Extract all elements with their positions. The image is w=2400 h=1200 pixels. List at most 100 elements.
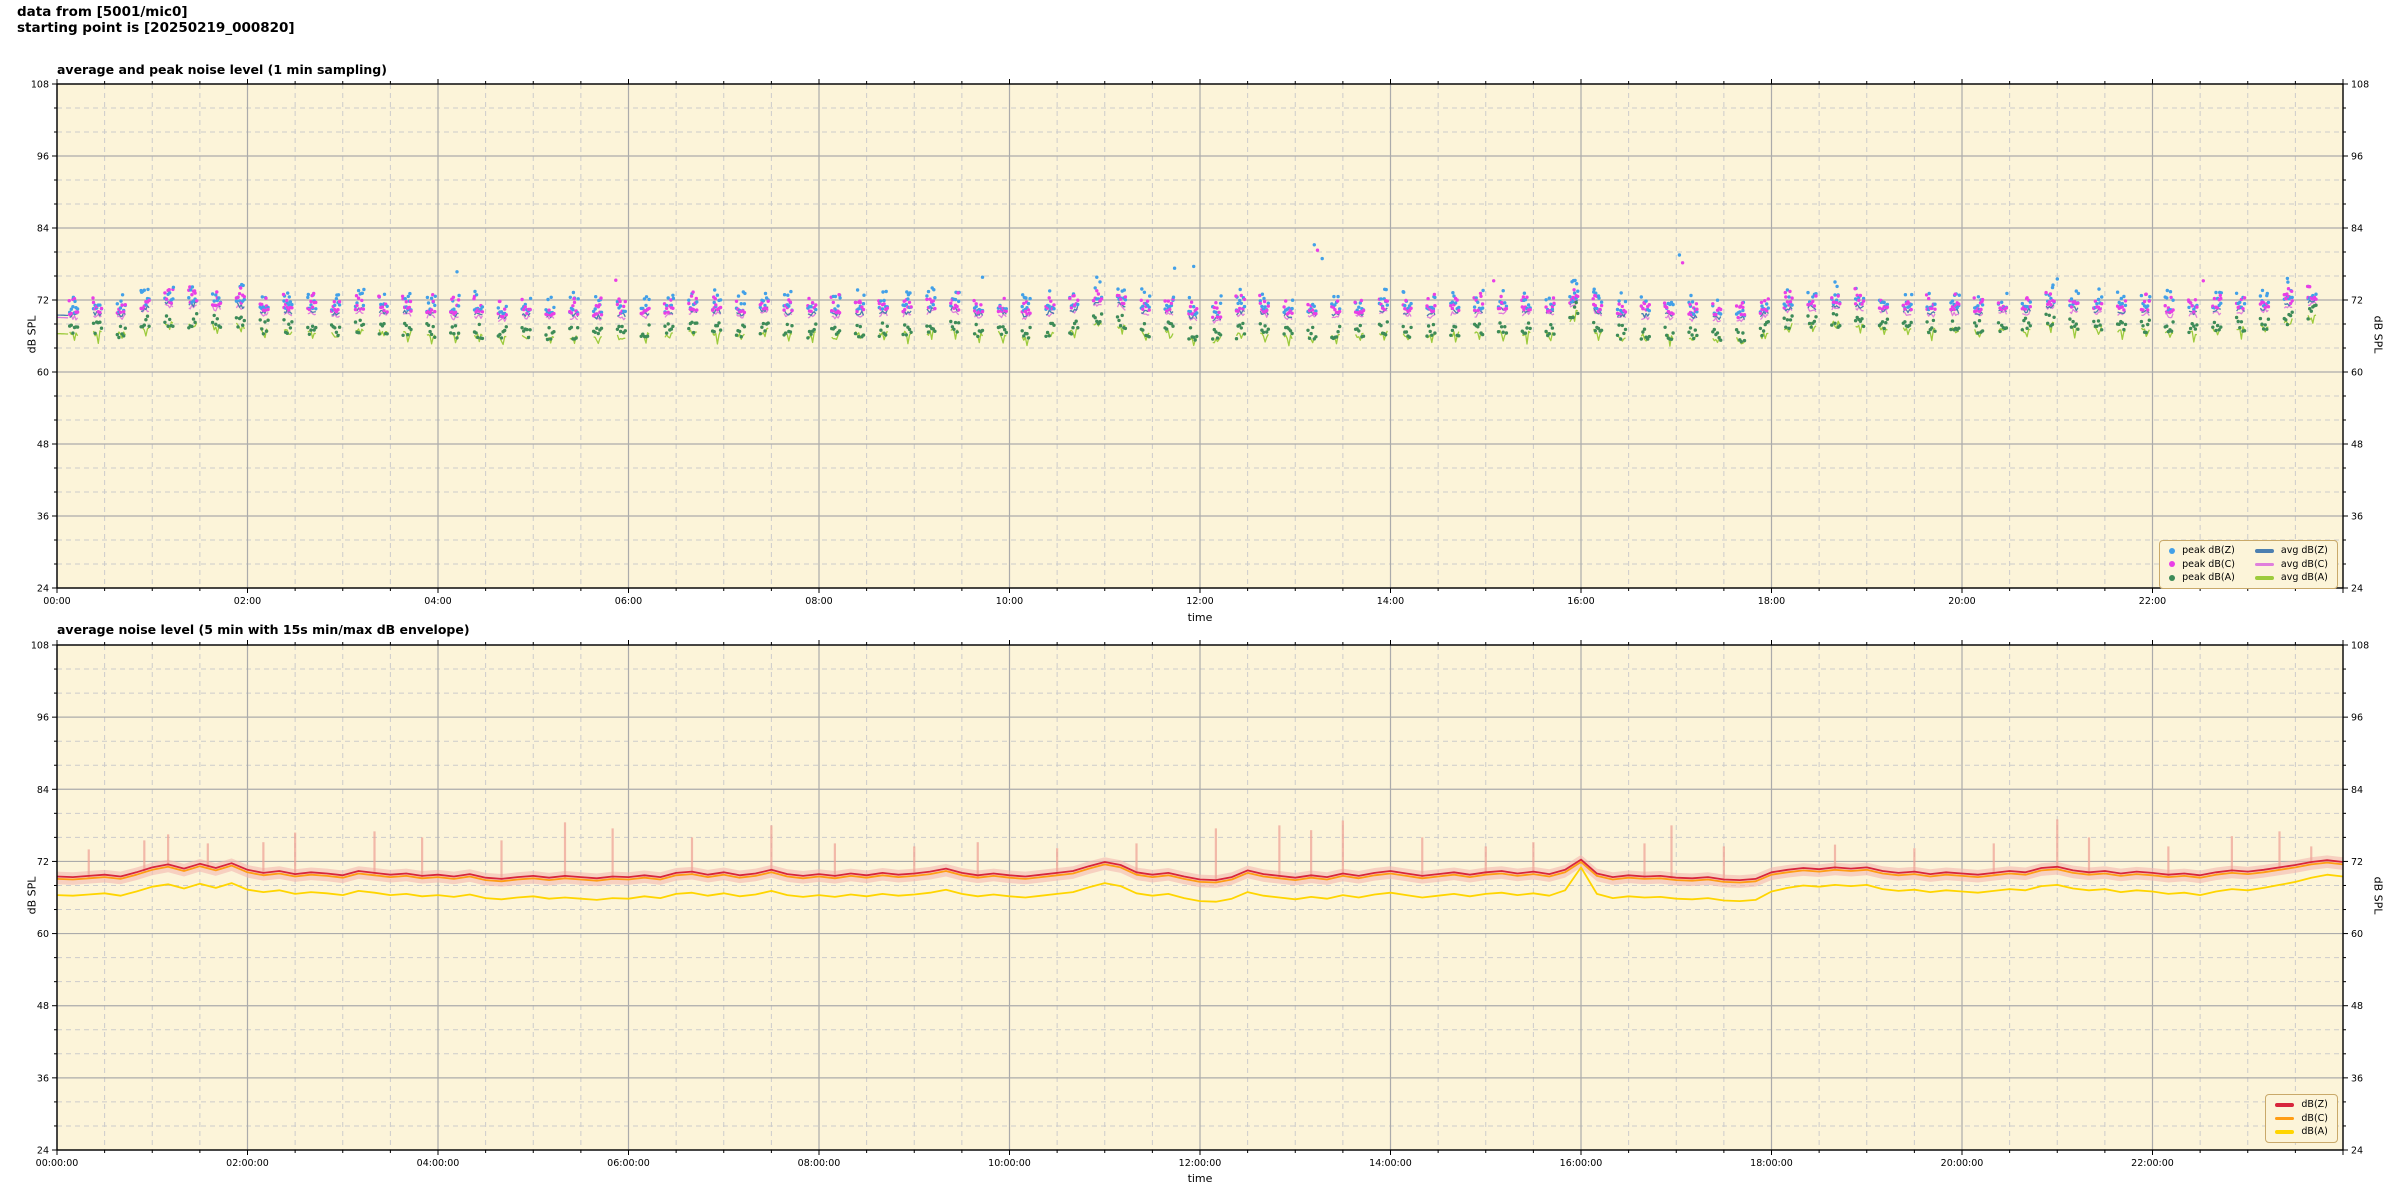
x-tick-label: 04:00:00 bbox=[417, 1158, 460, 1169]
series-dB(A) bbox=[56, 866, 2344, 903]
y-tick-label-right: 108 bbox=[2351, 641, 2369, 652]
legend-entry: avg dB(A) bbox=[2254, 571, 2328, 585]
bottom-chart-ylabel-left: dB SPL bbox=[25, 876, 39, 915]
legend-line-marker bbox=[2275, 1116, 2295, 1120]
legend-entry: peak dB(C) bbox=[2169, 558, 2235, 572]
top-chart-ylabel-right: dB SPL bbox=[2371, 315, 2385, 354]
y-tick-label-right: 96 bbox=[2351, 713, 2363, 724]
y-tick-label-left: 108 bbox=[31, 641, 49, 652]
y-tick-label-left: 96 bbox=[37, 713, 49, 724]
y-tick-label-right: 48 bbox=[2351, 440, 2363, 451]
x-tick-label: 10:00:00 bbox=[988, 1158, 1031, 1169]
x-tick-label: 02:00:00 bbox=[226, 1158, 269, 1169]
x-tick-label: 02:00 bbox=[234, 596, 261, 607]
x-tick-label: 06:00 bbox=[615, 596, 642, 607]
x-tick-label: 14:00:00 bbox=[1369, 1158, 1412, 1169]
legend-label: dB(A) bbox=[2301, 1126, 2328, 1137]
legend-label: peak dB(A) bbox=[2182, 572, 2235, 583]
y-tick-label-right: 24 bbox=[2351, 584, 2363, 595]
y-tick-label-left: 36 bbox=[37, 512, 49, 523]
x-tick-label: 20:00 bbox=[1948, 596, 1975, 607]
y-tick-label-left: 84 bbox=[37, 224, 49, 235]
y-tick-label-left: 48 bbox=[37, 440, 49, 451]
y-tick-label-left: 24 bbox=[37, 1146, 49, 1157]
x-tick-label: 00:00:00 bbox=[36, 1158, 79, 1169]
x-tick-label: 04:00 bbox=[424, 596, 451, 607]
legend-label: peak dB(C) bbox=[2182, 558, 2235, 570]
legend-dot-marker bbox=[2169, 561, 2176, 568]
legend-label: dB(Z) bbox=[2301, 1099, 2328, 1110]
y-tick-label-right: 60 bbox=[2351, 368, 2363, 379]
header-line-1: data from [5001/mic0] bbox=[17, 4, 188, 20]
legend-entry: avg dB(C) bbox=[2254, 558, 2328, 572]
x-tick-label: 12:00 bbox=[1186, 596, 1213, 607]
y-tick-label-right: 36 bbox=[2351, 512, 2363, 523]
y-tick-label-right: 108 bbox=[2351, 80, 2369, 91]
y-tick-label-right: 60 bbox=[2351, 929, 2363, 940]
x-tick-label: 18:00 bbox=[1758, 596, 1785, 607]
top-chart-title: average and peak noise level (1 min samp… bbox=[57, 62, 387, 77]
legend-line-marker bbox=[2254, 549, 2274, 553]
bottom-chart-ylabel-right: dB SPL bbox=[2371, 876, 2385, 915]
peak-dots bbox=[67, 243, 2318, 344]
legend-label: avg dB(C) bbox=[2280, 558, 2328, 570]
y-tick-label-left: 96 bbox=[37, 152, 49, 163]
legend-label: peak dB(Z) bbox=[2182, 545, 2235, 556]
y-tick-label-left: 60 bbox=[37, 368, 49, 379]
top-chart: 00:00 02:00 04:00 06:00 08:00 10:00 12:00 14:00… bbox=[31, 79, 2369, 607]
legend-label: dB(C) bbox=[2301, 1112, 2328, 1124]
legend-dot-marker bbox=[2169, 574, 2176, 581]
series-dB(Z) bbox=[56, 858, 2344, 881]
legend-line-marker bbox=[2275, 1130, 2295, 1134]
x-tick-label: 16:00 bbox=[1567, 596, 1594, 607]
x-tick-label: 00:00 bbox=[43, 596, 70, 607]
top-chart-legend: peak dB(Z) peak dB(C) peak dB(A) avg dB(Z) a… bbox=[2159, 540, 2338, 589]
x-tick-label: 22:00 bbox=[2139, 596, 2166, 607]
x-tick-label: 18:00:00 bbox=[1750, 1158, 1793, 1169]
legend-line-marker bbox=[2275, 1103, 2295, 1107]
y-tick-label-right: 84 bbox=[2351, 785, 2363, 796]
y-tick-label-left: 36 bbox=[37, 1073, 49, 1084]
top-chart-xlabel: time bbox=[1187, 611, 1213, 624]
header-line-2: starting point is [20250219_000820] bbox=[17, 20, 295, 36]
y-tick-label-left: 48 bbox=[37, 1001, 49, 1012]
y-tick-label-left: 72 bbox=[37, 296, 49, 307]
legend-dot-marker bbox=[2169, 547, 2176, 554]
legend-entry: peak dB(A) bbox=[2169, 571, 2235, 585]
bottom-chart: 00:00:00 02:00:00 04:00:00 06:00:00 08:00:00… bbox=[31, 640, 2369, 1169]
legend-entry: dB(A) bbox=[2275, 1125, 2328, 1139]
bottom-chart-legend: dB(Z) dB(C) dB(A) bbox=[2265, 1094, 2338, 1143]
x-tick-label: 20:00:00 bbox=[1941, 1158, 1984, 1169]
x-tick-label: 10:00 bbox=[996, 596, 1023, 607]
legend-line-marker bbox=[2254, 562, 2274, 566]
x-tick-label: 16:00:00 bbox=[1560, 1158, 1603, 1169]
bottom-chart-xlabel: time bbox=[1187, 1172, 1213, 1185]
x-tick-label: 14:00 bbox=[1377, 596, 1404, 607]
y-tick-label-right: 96 bbox=[2351, 152, 2363, 163]
legend-label: avg dB(Z) bbox=[2280, 545, 2328, 556]
axes-frame: 00:00:00 02:00:00 04:00:00 06:00:00 08:00:00… bbox=[31, 640, 2369, 1169]
y-tick-label-left: 72 bbox=[37, 857, 49, 868]
series-dB(C) bbox=[56, 861, 2344, 884]
y-tick-label-right: 72 bbox=[2351, 296, 2363, 307]
y-tick-label-left: 60 bbox=[37, 929, 49, 940]
y-tick-label-right: 36 bbox=[2351, 1073, 2363, 1084]
x-tick-label: 08:00 bbox=[805, 596, 832, 607]
x-tick-label: 22:00:00 bbox=[2131, 1158, 2174, 1169]
x-tick-label: 06:00:00 bbox=[607, 1158, 650, 1169]
y-tick-label-right: 24 bbox=[2351, 1146, 2363, 1157]
y-tick-label-right: 48 bbox=[2351, 1001, 2363, 1012]
legend-entry: avg dB(Z) bbox=[2254, 544, 2328, 558]
y-tick-label-left: 108 bbox=[31, 80, 49, 91]
y-tick-label-left: 84 bbox=[37, 785, 49, 796]
bottom-chart-title: average noise level (5 min with 15s min/… bbox=[57, 622, 470, 637]
legend-label: avg dB(A) bbox=[2280, 572, 2328, 583]
y-tick-label-left: 24 bbox=[37, 584, 49, 595]
legend-line-marker bbox=[2254, 576, 2274, 580]
axes-frame: 00:00 02:00 04:00 06:00 08:00 10:00 12:00 14:00… bbox=[31, 79, 2369, 607]
top-chart-ylabel-left: dB SPL bbox=[25, 315, 39, 354]
legend-entry: peak dB(Z) bbox=[2169, 544, 2235, 558]
x-tick-label: 12:00:00 bbox=[1179, 1158, 1222, 1169]
y-tick-label-right: 72 bbox=[2351, 857, 2363, 868]
legend-entry: dB(C) bbox=[2275, 1112, 2328, 1126]
